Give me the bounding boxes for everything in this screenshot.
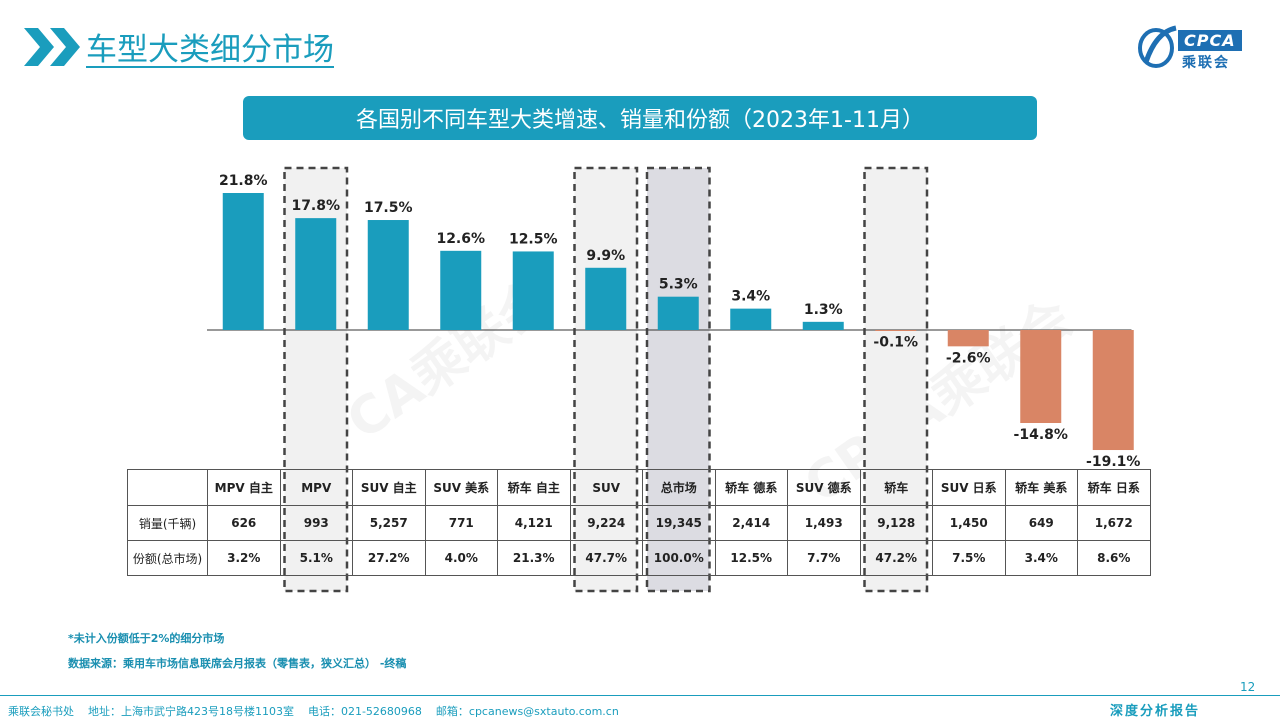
table-corner-cell xyxy=(127,469,208,506)
footer-divider xyxy=(0,695,1280,696)
bar xyxy=(657,296,699,330)
bar xyxy=(222,193,264,330)
data-label: -0.1% xyxy=(873,335,918,351)
table-header-cell: 轿车 日系 xyxy=(1077,469,1151,506)
bar xyxy=(730,308,772,330)
page-number: 12 xyxy=(1240,680,1256,694)
logo-cn: 乘联会 xyxy=(1182,55,1230,71)
table-cell-share: 12.5% xyxy=(714,540,788,576)
chart-title-text: 各国别不同车型大类增速、销量和份额（2023年1-11月） xyxy=(356,108,924,133)
data-label: -19.1% xyxy=(1086,454,1140,470)
table-header-cell: SUV 自主 xyxy=(352,469,426,506)
table-cell-sales: 19,345 xyxy=(642,505,716,541)
footer-report-tag: 深度分析报告 xyxy=(1110,704,1201,719)
bar xyxy=(585,267,627,330)
table-cell-sales: 2,414 xyxy=(714,505,788,541)
table-header-cell: 轿车 xyxy=(859,469,933,506)
table-header-cell: 总市场 xyxy=(642,469,716,506)
table-cell-sales: 993 xyxy=(279,505,353,541)
table-header-cell: SUV xyxy=(569,469,643,506)
table-cell-sales: 1,450 xyxy=(932,505,1006,541)
table-header-cell: SUV 美系 xyxy=(424,469,498,506)
data-label: 17.8% xyxy=(291,198,340,214)
bar xyxy=(1092,330,1134,451)
table-cell-share: 7.7% xyxy=(787,540,861,576)
table-cell-sales: 9,224 xyxy=(569,505,643,541)
table-cell-sales: 9,128 xyxy=(859,505,933,541)
table-cell-sales: 1,672 xyxy=(1077,505,1151,541)
table-cell-sales: 5,257 xyxy=(352,505,426,541)
data-label: 3.4% xyxy=(731,289,770,305)
table-cell-sales: 1,493 xyxy=(787,505,861,541)
table-cell-share: 100.0% xyxy=(642,540,716,576)
data-label: 1.3% xyxy=(804,302,843,318)
table-cell-share: 47.7% xyxy=(569,540,643,576)
logo-text: CPCA xyxy=(1178,30,1242,51)
row-label-share: 份额(总市场) xyxy=(127,540,208,576)
cpca-logo-icon xyxy=(1138,25,1177,68)
table-header-cell: 轿车 自主 xyxy=(497,469,571,506)
chart-title: 各国别不同车型大类增速、销量和份额（2023年1-11月） xyxy=(243,96,1037,140)
table-cell-sales: 626 xyxy=(207,505,281,541)
footer-address: 乘联会秘书处 地址：上海市武宁路423号18号楼1103室 电话：021-526… xyxy=(8,705,619,718)
table-cell-share: 27.2% xyxy=(352,540,426,576)
table-cell-share: 3.2% xyxy=(207,540,281,576)
table-cell-sales: 4,121 xyxy=(497,505,571,541)
data-table: MPV 自主 MPV SUV 自主 SUV 美系 轿车 自主 SUV 总市场 轿车 德系 SUV… xyxy=(127,469,1151,576)
table-header-cell: MPV xyxy=(279,469,353,506)
bar xyxy=(875,330,917,331)
table-cell-share: 7.5% xyxy=(932,540,1006,576)
table-header-cell: 轿车 美系 xyxy=(1004,469,1078,506)
table-cell-share: 47.2% xyxy=(859,540,933,576)
footnote-note: *未计入份额低于2%的细分市场 xyxy=(68,632,225,645)
table-cell-share: 21.3% xyxy=(497,540,571,576)
table-cell-sales: 771 xyxy=(424,505,498,541)
table-cell-share: 8.6% xyxy=(1077,540,1151,576)
bar xyxy=(802,321,844,330)
data-label: 12.5% xyxy=(509,231,558,247)
data-label: 17.5% xyxy=(364,200,413,216)
bar xyxy=(295,218,337,330)
data-label: -14.8% xyxy=(1014,427,1068,443)
bar xyxy=(367,220,409,330)
row-label-sales: 销量(千辆) xyxy=(127,505,208,541)
data-label: 12.6% xyxy=(436,231,485,247)
table-cell-share: 3.4% xyxy=(1004,540,1078,576)
table-header-cell: SUV 德系 xyxy=(787,469,861,506)
table-row-sales: 销量(千辆) 626 993 5,257 771 4,121 9,224 19,345 2,4… xyxy=(127,505,1151,541)
data-label: 9.9% xyxy=(586,248,625,264)
footnote-source: 数据来源：乘用车市场信息联席会月报表（零售表，狭义汇总） -终稿 xyxy=(68,657,407,670)
table-cell-sales: 649 xyxy=(1004,505,1078,541)
table-header-cell: 轿车 德系 xyxy=(714,469,788,506)
data-label: 21.8% xyxy=(219,173,268,189)
page-title: 车型大类细分市场 xyxy=(86,32,334,68)
table-header-cell: MPV 自主 xyxy=(207,469,281,506)
table-header-row: MPV 自主 MPV SUV 自主 SUV 美系 轿车 自主 SUV 总市场 轿车 德系 SUV… xyxy=(127,469,1151,506)
table-header-cell: SUV 日系 xyxy=(932,469,1006,506)
table-row-share: 份额(总市场) 3.2% 5.1% 27.2% 4.0% 21.3% 47.7% 100.0… xyxy=(127,540,1151,576)
header-chevron-icon xyxy=(24,28,80,66)
data-label: 5.3% xyxy=(659,277,698,293)
table-cell-share: 5.1% xyxy=(279,540,353,576)
table-cell-share: 4.0% xyxy=(424,540,498,576)
